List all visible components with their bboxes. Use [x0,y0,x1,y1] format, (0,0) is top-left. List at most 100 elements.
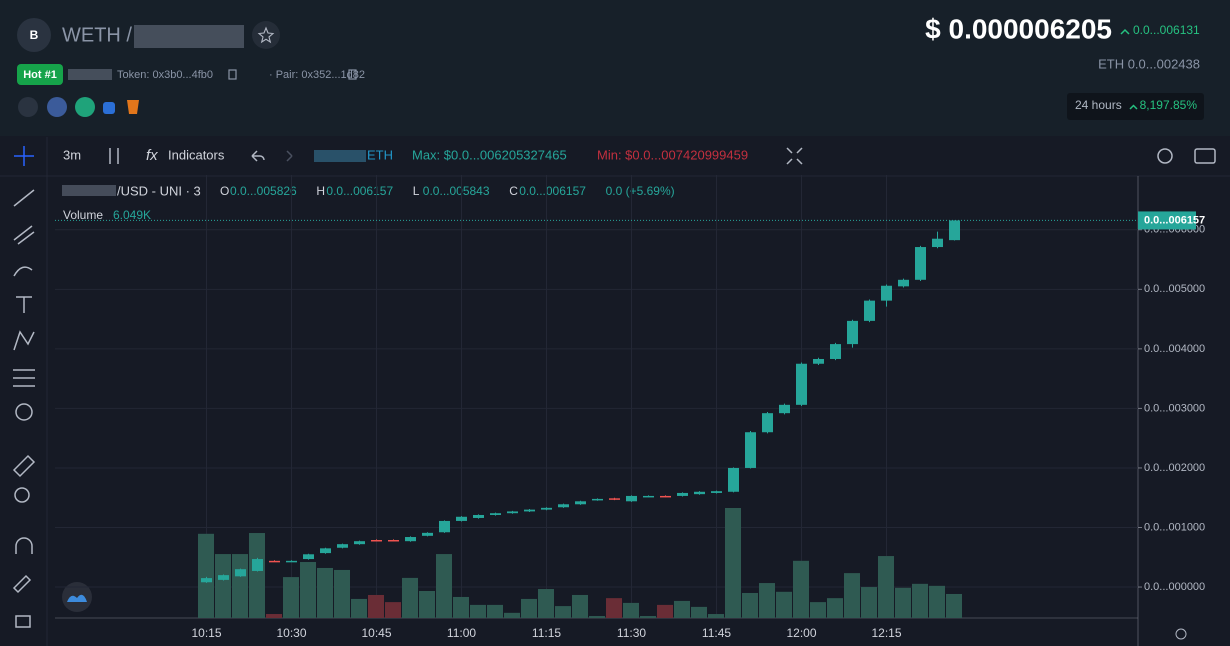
volume-bar [861,587,877,618]
lock-drawings-tool[interactable] [12,574,32,594]
volume-bar [470,604,486,618]
x-tick-label: 12:00 [786,626,816,640]
candle-body [405,537,416,542]
emoji-tool[interactable] [15,403,33,421]
copy-icon[interactable] [348,69,357,80]
candle-body [830,344,841,359]
fx-icon: fx [146,147,158,164]
x-tick-label: 11:45 [702,626,731,640]
x-tick-label: 11:30 [617,626,646,640]
chart-bg [0,136,1230,646]
header-bg [0,0,1230,136]
volume-bar [810,602,826,618]
candle-body [456,516,467,521]
trend-line-tool[interactable] [13,189,35,207]
pattern-tool[interactable] [13,330,35,351]
price-change: 0.0...006131 [1133,23,1200,37]
favorite-button[interactable] [252,21,280,49]
volume-bar [674,600,690,618]
legend-key: L [413,184,420,198]
candle-body [626,495,637,502]
candle-body [541,507,552,510]
volume-name: Volume [63,208,103,222]
x-tick-label: 10:15 [191,626,221,640]
settings[interactable] [1157,148,1173,164]
legend-key: O [220,184,229,198]
candle-body [813,358,824,364]
blurred-symbol [314,150,366,162]
crosshair-tool[interactable] [14,146,34,166]
measure-tool[interactable] [12,454,36,478]
lock-tool[interactable] [15,615,31,628]
volume-bar [283,577,299,618]
quote: ETH [367,147,393,162]
avatar [17,18,51,52]
candle-body [218,575,229,580]
candle-body [337,544,348,548]
legend-symbol: /USD - UNI · 3 [117,183,201,198]
candle-body [286,560,297,563]
volume-bar [215,554,231,618]
legend-value: 0.0...005843 [423,184,490,198]
candle-body [388,539,399,542]
candle-body [847,320,858,345]
price: $ 0.000006205 [925,13,1112,44]
candle-body [354,541,365,545]
candle-body [422,532,433,536]
legend-value: 0.0...005826 [230,184,297,198]
hot-badge-text: Hot #1 [23,69,57,81]
interval[interactable]: 3m [63,147,81,162]
period-change: 8,197.85% [1140,98,1198,112]
redo[interactable] [286,150,293,162]
fullscreen[interactable] [786,147,803,165]
link-icon[interactable] [47,97,67,117]
screenshot[interactable] [1194,148,1216,164]
up-caret [1120,28,1130,35]
volume-bar [317,567,333,618]
volume-bar [572,594,588,618]
legend-key: H [316,184,325,198]
volume-bar [827,598,843,618]
volume-bar [623,602,639,618]
volume-bar [844,573,860,618]
star-icon [257,26,275,44]
undo[interactable] [251,150,265,162]
candle-body [864,300,875,321]
eth-price: ETH 0.0...002438 [1098,56,1200,71]
fib-tool[interactable] [13,225,35,245]
candle-body [252,559,263,571]
brush-tool[interactable] [13,266,33,277]
candle-body [745,432,756,468]
copy-icon[interactable] [228,69,237,80]
volume-bar [368,594,384,618]
volume-bar [249,533,265,618]
volume-bar [776,591,792,618]
y-tick-label: 0.0...002000 [1144,462,1205,474]
up-caret [1129,104,1138,110]
candle-body [592,498,603,501]
lock-icon[interactable] [103,102,115,114]
volume-bar [300,562,316,618]
candle-body [643,495,654,498]
candle-body [473,514,484,518]
indicators[interactable]: Indicators [168,147,225,162]
candle-body [694,491,705,495]
volume-bar [402,577,418,618]
share-button[interactable] [18,97,38,117]
text-tool[interactable] [16,296,32,313]
y-tick-label: 0.0...004000 [1144,343,1205,355]
axis-settings[interactable] [1175,628,1187,640]
volume-bar [232,554,248,618]
prediction-tool[interactable] [13,369,35,387]
logo [67,594,87,602]
period: 24 hours [1075,98,1122,112]
candles-icon[interactable] [109,148,119,164]
candle-body [558,504,569,508]
metamask-icon[interactable] [127,100,139,114]
link-icon[interactable] [75,97,95,117]
zoom-tool[interactable] [14,487,30,503]
candle-body [660,495,671,498]
magnet-tool[interactable] [15,537,33,554]
volume-bar [436,554,452,618]
logo-button[interactable] [62,582,92,612]
